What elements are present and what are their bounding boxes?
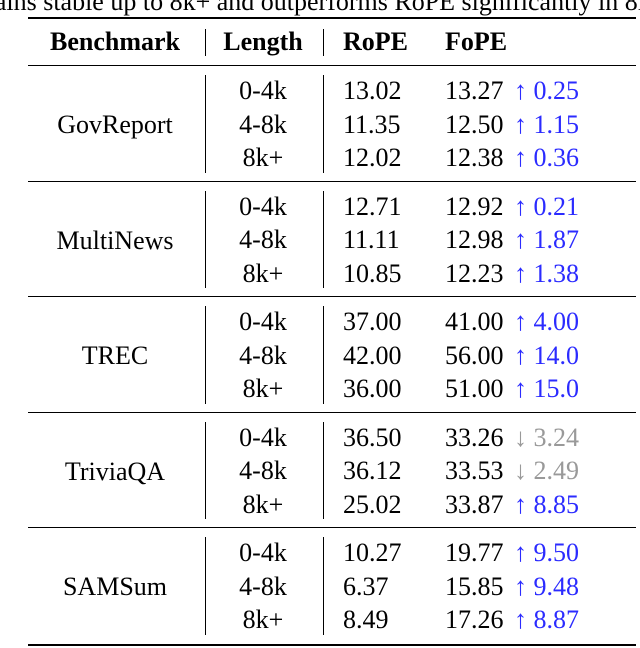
column-separator: [205, 75, 206, 173]
group-rule: [28, 527, 636, 528]
length-cell: 0-4k: [239, 422, 287, 452]
rope-cell: 42.00: [343, 340, 402, 370]
fope-cell: 12.38: [445, 143, 504, 172]
group-rule: [28, 296, 636, 297]
fope-cell: 12.50: [445, 109, 504, 139]
column-separator: [323, 306, 324, 404]
delta-cell: ↑ 0.25: [514, 76, 579, 105]
fope-cell: 12.98: [445, 225, 504, 254]
rope-cell: 37.00: [343, 307, 402, 336]
delta-cell: ↑ 1.87: [514, 225, 579, 254]
benchmark-name: TREC: [81, 341, 149, 370]
delta-cell: ↑ 8.87: [514, 605, 579, 634]
fope-cell: 51.00: [445, 374, 504, 403]
fope-cell: 33.53: [445, 456, 504, 485]
column-separator: [323, 537, 324, 635]
header-rule: [28, 65, 636, 66]
column-separator: [205, 29, 206, 56]
rope-cell: 10.27: [343, 538, 402, 567]
fope-cell: 17.26: [445, 605, 504, 634]
length-cell: 0-4k: [239, 191, 287, 221]
rope-cell: 36.12: [343, 456, 402, 485]
rope-cell: 13.02: [343, 76, 402, 105]
fope-cell: 41.00: [445, 307, 504, 336]
column-separator: [323, 29, 324, 56]
delta-cell: ↑ 14.0: [514, 340, 579, 370]
group-rule: [28, 411, 636, 413]
delta-cell: ↑ 15.0: [514, 374, 579, 403]
header-cell: Benchmark: [50, 27, 180, 56]
group-rule: [28, 180, 636, 182]
benchmark-name: GovReport: [57, 110, 173, 139]
column-separator: [323, 421, 324, 519]
length-cell: 8k+: [242, 258, 284, 288]
rope-cell: 36.50: [343, 422, 402, 452]
fope-cell: 12.23: [445, 258, 504, 288]
delta-cell: ↓ 2.49: [514, 456, 579, 485]
length-cell: 4-8k: [239, 340, 287, 370]
header-cell: RoPE: [343, 27, 408, 56]
fope-cell: 13.27: [445, 76, 504, 105]
rope-cell: 12.71: [343, 191, 402, 221]
length-cell: 0-4k: [239, 307, 287, 336]
fope-cell: 33.26: [445, 422, 504, 452]
rope-cell: 36.00: [343, 374, 402, 403]
bottom-rule: [28, 644, 636, 646]
rope-cell: 10.85: [343, 258, 402, 288]
length-cell: 8k+: [242, 374, 284, 403]
length-cell: 8k+: [242, 489, 284, 519]
delta-cell: ↑ 8.85: [514, 489, 579, 519]
fope-cell: 12.92: [445, 191, 504, 221]
length-cell: 8k+: [242, 143, 284, 172]
column-separator: [323, 190, 324, 288]
length-cell: 4-8k: [239, 109, 287, 139]
delta-cell: ↑ 9.48: [514, 571, 579, 601]
fope-cell: 15.85: [445, 571, 504, 601]
length-cell: 4-8k: [239, 456, 287, 485]
column-separator: [205, 421, 206, 519]
length-cell: 0-4k: [239, 538, 287, 567]
rope-cell: 11.35: [343, 109, 401, 139]
fope-cell: 56.00: [445, 340, 504, 370]
column-separator: [205, 190, 206, 288]
length-cell: 8k+: [242, 605, 284, 634]
rope-cell: 6.37: [343, 571, 389, 601]
delta-cell: ↑ 1.15: [514, 109, 579, 139]
delta-cell: ↑ 1.38: [514, 258, 579, 288]
header-cell: Length: [223, 27, 303, 56]
benchmark-name: TriviaQA: [64, 456, 166, 486]
column-separator: [205, 537, 206, 635]
caption: mains stable up to 8k+ and outperforms R…: [0, 0, 640, 16]
benchmark-name: SAMSum: [62, 572, 168, 601]
delta-cell: ↑ 9.50: [514, 538, 579, 567]
length-cell: 4-8k: [239, 571, 287, 601]
column-separator: [323, 75, 324, 173]
rope-cell: 12.02: [343, 143, 402, 172]
delta-cell: ↑ 4.00: [514, 307, 579, 336]
rope-cell: 8.49: [343, 605, 389, 634]
column-separator: [205, 306, 206, 404]
benchmark-name: MultiNews: [56, 225, 174, 255]
delta-cell: ↓ 3.24: [514, 422, 579, 452]
delta-cell: ↑ 0.21: [514, 191, 579, 221]
delta-cell: ↑ 0.36: [514, 143, 579, 172]
fope-cell: 33.87: [445, 489, 504, 519]
header-cell: FoPE: [445, 27, 508, 56]
rope-cell: 11.11: [343, 225, 400, 254]
length-cell: 4-8k: [239, 225, 287, 254]
length-cell: 0-4k: [239, 76, 287, 105]
rope-cell: 25.02: [343, 489, 402, 519]
fope-cell: 19.77: [445, 538, 504, 567]
top-rule: [28, 17, 636, 19]
